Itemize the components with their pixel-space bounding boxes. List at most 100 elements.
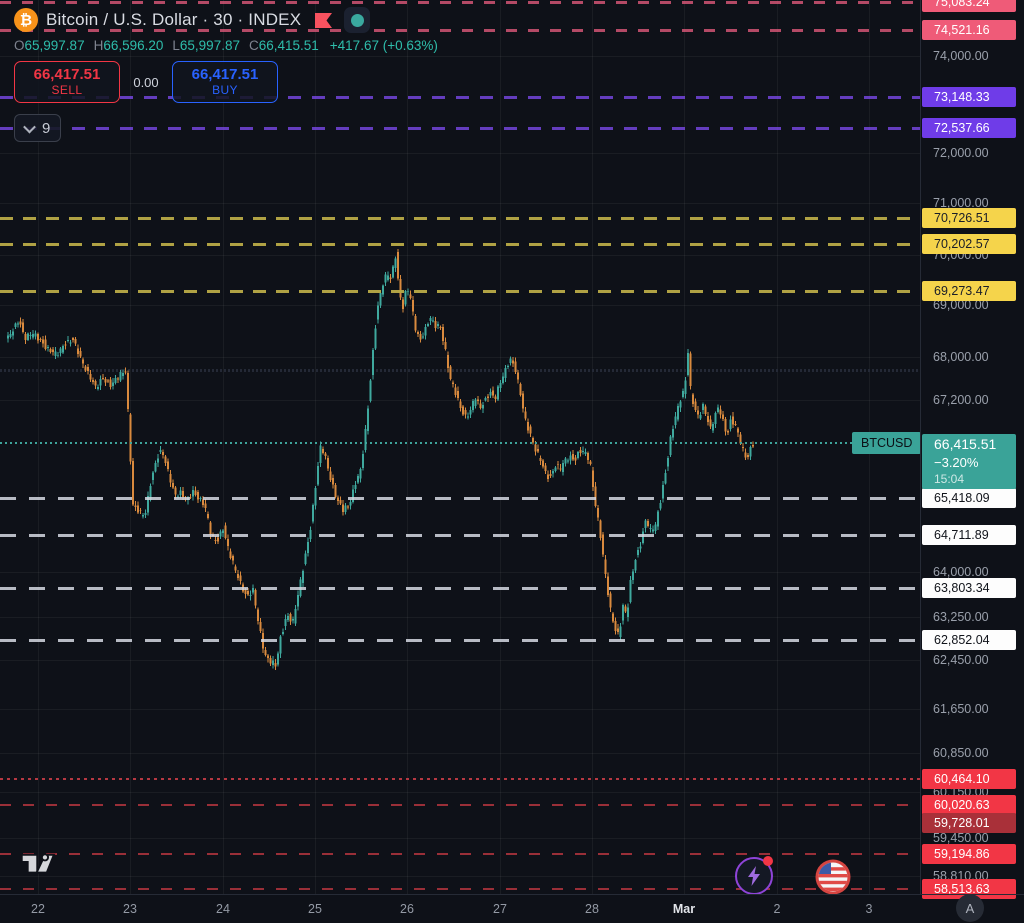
buy-price: 66,417.51 bbox=[191, 66, 259, 83]
status-dot-icon bbox=[350, 13, 364, 27]
vertical-gridline bbox=[315, 0, 316, 894]
price-axis-tick: 69,000.00 bbox=[933, 298, 989, 312]
level-line[interactable] bbox=[0, 290, 920, 293]
horizontal-gridline bbox=[0, 305, 920, 306]
faint-dotted-line bbox=[0, 369, 920, 372]
current-price-value: 66,415.51 bbox=[934, 436, 997, 452]
vertical-gridline bbox=[38, 0, 39, 894]
horizontal-gridline bbox=[0, 753, 920, 754]
level-line[interactable] bbox=[0, 1, 920, 4]
candlestick-series bbox=[7, 248, 754, 670]
price-axis-tick: 60,850.00 bbox=[933, 746, 989, 760]
ohlc-high-label: H bbox=[93, 38, 104, 53]
level-line[interactable] bbox=[0, 804, 920, 806]
title-row: ₿ Bitcoin / U.S. Dollar · 30 · INDEX bbox=[14, 5, 438, 35]
level-line[interactable] bbox=[0, 96, 920, 99]
level-line[interactable] bbox=[0, 217, 920, 220]
time-axis-tick: 26 bbox=[400, 902, 414, 916]
symbol-title[interactable]: Bitcoin / U.S. Dollar · 30 · INDEX bbox=[46, 10, 302, 29]
horizontal-gridline bbox=[0, 792, 920, 793]
price-axis-tick: 72,000.00 bbox=[933, 146, 989, 160]
time-axis-tick: 23 bbox=[123, 902, 137, 916]
level-line[interactable] bbox=[0, 853, 920, 855]
notification-dot-icon bbox=[763, 856, 773, 866]
level-line[interactable] bbox=[0, 497, 920, 500]
time-axis[interactable]: 22 23 24 25 26 27 28 Mar 2 3 bbox=[0, 894, 1024, 923]
vertical-gridline bbox=[777, 0, 778, 894]
ohlc-low-label: L bbox=[172, 38, 180, 53]
price-axis-tick: 67,200.00 bbox=[933, 393, 989, 407]
price-axis[interactable]: 66,415.51 −3.20% 15:04 74,000.00 72,000.0… bbox=[920, 0, 1024, 899]
current-price-change: −3.20% bbox=[934, 455, 979, 470]
price-axis-tick: 68,000.00 bbox=[933, 350, 989, 364]
time-axis-tick: 28 bbox=[585, 902, 599, 916]
ohlc-row: O65,997.87 H66,596.20 L65,997.87 C66,415.51… bbox=[14, 38, 438, 53]
time-axis-tick: 3 bbox=[865, 902, 873, 916]
sell-button[interactable]: 66,417.51 SELL bbox=[14, 61, 120, 103]
level-price-label: 70,726.51 bbox=[922, 208, 1016, 228]
price-axis-tick: 71,000.00 bbox=[933, 196, 989, 210]
ohlc-high-value: 66,596.20 bbox=[103, 38, 164, 53]
vertical-gridline bbox=[500, 0, 501, 894]
level-line[interactable] bbox=[0, 127, 920, 130]
symbol-price-tag: BTCUSD bbox=[852, 432, 922, 454]
level-line[interactable] bbox=[0, 29, 920, 32]
level-line[interactable] bbox=[0, 587, 920, 590]
flag-icon[interactable] bbox=[315, 12, 333, 28]
price-axis-tick: 63,250.00 bbox=[933, 610, 989, 624]
level-line[interactable] bbox=[0, 888, 920, 890]
horizontal-gridline bbox=[0, 572, 920, 573]
level-line[interactable] bbox=[0, 639, 920, 642]
time-axis-tick: 25 bbox=[308, 902, 322, 916]
level-price-label: 65,418.09 bbox=[922, 488, 1016, 508]
horizontal-gridline bbox=[0, 255, 920, 256]
ohlc-change: +417.67 (+0.63%) bbox=[329, 38, 438, 53]
horizontal-gridline bbox=[0, 153, 920, 154]
horizontal-gridline bbox=[0, 357, 920, 358]
trade-row: 66,417.51 SELL 0.00 66,417.51 BUY bbox=[14, 61, 438, 103]
price-axis-tick: 62,450.00 bbox=[933, 653, 989, 667]
watermark-a-badge[interactable]: A bbox=[956, 894, 984, 922]
tradingview-logo[interactable] bbox=[20, 850, 64, 880]
sell-price: 66,417.51 bbox=[33, 66, 101, 83]
level-price-label: 72,537.66 bbox=[922, 118, 1016, 138]
level-price-label: 60,020.63 bbox=[922, 795, 1016, 815]
ohlc-open-label: O bbox=[14, 38, 25, 53]
level-price-label: 69,273.47 bbox=[922, 281, 1016, 301]
buy-button[interactable]: 66,417.51 BUY bbox=[172, 61, 278, 103]
current-price-label: 66,415.51 −3.20% 15:04 bbox=[922, 434, 1016, 489]
us-flag-icon[interactable] bbox=[814, 858, 852, 896]
level-price-label: 74,521.16 bbox=[922, 20, 1016, 40]
time-axis-tick: 27 bbox=[493, 902, 507, 916]
current-price-line bbox=[0, 442, 920, 444]
level-price-label: 59,194.86 bbox=[922, 844, 1016, 864]
level-line[interactable] bbox=[0, 243, 920, 246]
level-price-label: 60,464.10 bbox=[922, 769, 1016, 789]
price-axis-tick: 61,650.00 bbox=[933, 702, 989, 716]
market-status-icon[interactable] bbox=[344, 7, 371, 33]
plot-area[interactable] bbox=[0, 0, 920, 894]
bitcoin-logo-icon: ₿ bbox=[14, 8, 38, 32]
sell-label: SELL bbox=[51, 83, 83, 97]
level-line[interactable] bbox=[0, 778, 920, 780]
ohlc-close-value: 66,415.51 bbox=[258, 38, 319, 53]
vertical-gridline bbox=[592, 0, 593, 894]
level-price-label: 64,711.89 bbox=[922, 525, 1016, 545]
price-axis-tick: 74,000.00 bbox=[933, 49, 989, 63]
vertical-gridline bbox=[223, 0, 224, 894]
price-axis-tick: 64,000.00 bbox=[933, 565, 989, 579]
horizontal-gridline bbox=[0, 203, 920, 204]
spread-value: 0.00 bbox=[133, 74, 159, 90]
quick-trade-panel[interactable] bbox=[735, 856, 773, 895]
level-line[interactable] bbox=[0, 534, 920, 537]
horizontal-gridline bbox=[0, 876, 920, 877]
ohlc-open-value: 65,997.87 bbox=[24, 38, 85, 53]
level-price-label: 70,202.57 bbox=[922, 234, 1016, 254]
time-axis-tick: 22 bbox=[31, 902, 45, 916]
horizontal-gridline bbox=[0, 709, 920, 710]
indicator-count-chip[interactable]: 9 bbox=[14, 114, 62, 142]
horizontal-gridline bbox=[0, 838, 920, 839]
time-axis-tick: 2 bbox=[773, 902, 781, 916]
level-price-label: 63,803.34 bbox=[922, 578, 1016, 598]
